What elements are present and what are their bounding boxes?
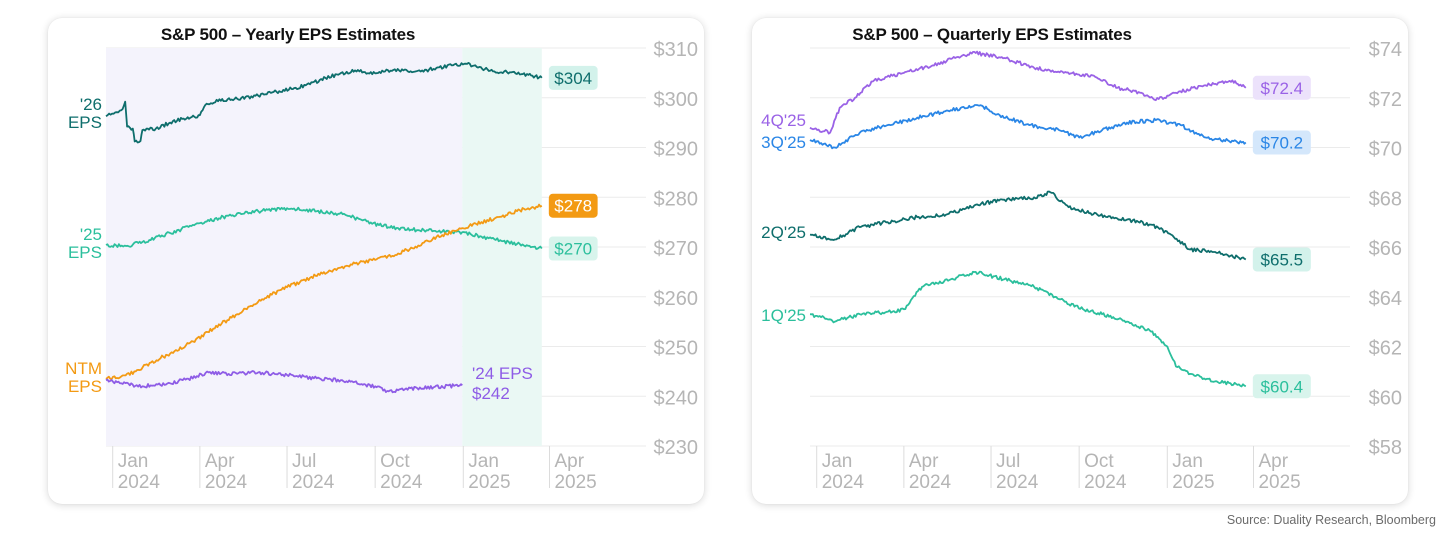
- y-tick-label: $64: [1369, 288, 1402, 310]
- x-tick-label-month: Jul: [292, 451, 316, 472]
- end-value-badge-4q-25: [1252, 75, 1311, 100]
- series-line-4q-25: [809, 50, 1247, 135]
- x-tick-label-year: 2025: [1172, 472, 1214, 493]
- x-tick-label-year: 2024: [822, 472, 865, 493]
- x-tick-label-year: 2024: [380, 472, 423, 493]
- x-tick-label-month: Oct: [380, 451, 410, 472]
- y-tick-label: $66: [1369, 238, 1402, 260]
- series-label-24-eps: '24 EPS: [472, 364, 533, 383]
- chart-title: S&P 500 – Quarterly EPS Estimates: [852, 25, 1132, 44]
- end-value-badge-25-eps: [548, 236, 598, 261]
- x-axis: Jan2024Apr2024Jul2024Oct2024Jan2025Apr20…: [112, 446, 597, 493]
- series-label-3q-25: 3Q'25: [761, 133, 806, 152]
- series-label-25-eps: EPS: [68, 243, 102, 262]
- x-tick-label-year: 2025: [468, 472, 510, 493]
- x-tick-label-month: Jul: [996, 451, 1020, 472]
- series-label-ntm-eps: NTM: [65, 359, 102, 378]
- series-label-25-eps: '25: [80, 225, 102, 244]
- x-axis: Jan2024Apr2024Jul2024Oct2024Jan2025Apr20…: [816, 446, 1301, 493]
- y-tick-label: $60: [1369, 387, 1402, 409]
- chart-title: S&P 500 – Yearly EPS Estimates: [160, 25, 416, 44]
- series-label-4q-25: 4Q'25: [761, 111, 806, 130]
- series-line-24-eps: [105, 370, 463, 394]
- end-value-badge-2q-25: [1252, 247, 1311, 272]
- series-line-3q-25: [809, 104, 1247, 150]
- x-tick-label-year: 2025: [1258, 472, 1300, 493]
- x-tick-label-year: 2024: [996, 472, 1039, 493]
- x-tick-label-month: Oct: [1084, 451, 1114, 472]
- end-value-label-ntm-eps: $278: [554, 197, 592, 216]
- series-label-2q-25: 2Q'25: [761, 223, 806, 242]
- end-value-badge-ntm-eps: [548, 193, 598, 218]
- y-tick-label: $310: [654, 39, 699, 61]
- y-tick-label: $70: [1369, 139, 1402, 161]
- end-value-badge-26-eps: [548, 65, 598, 90]
- x-tick-label-month: Jan: [118, 451, 149, 472]
- series-line-2q-25: [809, 190, 1247, 261]
- y-tick-label: $240: [654, 387, 699, 409]
- series-line-ntm-eps: [105, 203, 543, 381]
- end-value-label-3q-25: $70.2: [1261, 134, 1304, 153]
- y-tick-label: $270: [654, 238, 699, 260]
- x-tick-label-month: Apr: [909, 451, 939, 472]
- end-value-label-2q-25: $65.5: [1261, 250, 1304, 269]
- y-tick-label: $74: [1369, 39, 1402, 61]
- x-tick-label-year: 2024: [205, 472, 248, 493]
- end-value-label-1q-25: $60.4: [1261, 377, 1304, 396]
- yearly-eps-chart: $310$300$290$280$270$260$250$240$230Jan2…: [65, 39, 699, 493]
- end-value-label-25-eps: $270: [554, 239, 592, 258]
- y-tick-label: $300: [654, 89, 699, 111]
- shaded-region-26-eps: [462, 48, 542, 446]
- y-tick-label: $68: [1369, 188, 1402, 210]
- y-tick-label: $72: [1369, 89, 1402, 111]
- y-tick-label: $230: [654, 437, 699, 459]
- series-line-25-eps: [105, 206, 543, 250]
- series-label-26-eps: '26: [80, 95, 102, 114]
- x-tick-label-month: Jan: [1172, 451, 1203, 472]
- y-axis: $74 $72 $70 $68 $66 $64 $62 $60 $58: [810, 39, 1402, 459]
- end-value-badge-1q-25: [1252, 374, 1311, 399]
- end-value-label-26-eps: $304: [554, 69, 592, 88]
- y-tick-label: $280: [654, 188, 699, 210]
- y-tick-label: $58: [1369, 437, 1402, 459]
- x-tick-label-year: 2024: [118, 472, 161, 493]
- x-tick-label-year: 2024: [909, 472, 952, 493]
- series-label-ntm-eps: EPS: [68, 377, 102, 396]
- x-tick-label-year: 2025: [554, 472, 596, 493]
- series-line-1q-25: [809, 270, 1247, 388]
- end-value-label-24-eps: $242: [472, 384, 510, 403]
- yearly-eps-chart-card: S&P 500 – Yearly EPS Estimates $310 $300 $…: [48, 18, 704, 504]
- quarterly-eps-chart-card: S&P 500 – Quarterly EPS Estimates $74 $72…: [752, 18, 1408, 504]
- x-tick-label-month: Jan: [468, 451, 499, 472]
- quarterly-eps-chart: $74$72$70$68$66$64$62$60$58Jan2024Apr202…: [761, 39, 1402, 493]
- end-value-label-4q-25: $72.4: [1261, 79, 1304, 98]
- y-tick-label: $290: [654, 139, 699, 161]
- x-tick-label-month: Apr: [1258, 451, 1288, 472]
- y-tick-label: $250: [654, 338, 699, 360]
- x-tick-label-year: 2024: [1084, 472, 1127, 493]
- x-tick-label-year: 2024: [292, 472, 335, 493]
- series-lines: [809, 50, 1247, 388]
- end-value-badge-3q-25: [1252, 130, 1311, 155]
- source-note: Source: Duality Research, Bloomberg: [1226, 513, 1436, 527]
- series-label-26-eps: EPS: [68, 113, 102, 132]
- series-label-1q-25: 1Q'25: [761, 306, 806, 325]
- x-tick-label-month: Apr: [554, 451, 584, 472]
- series-line-26-eps: [105, 62, 543, 144]
- x-tick-label-month: Apr: [205, 451, 235, 472]
- y-tick-label: $260: [654, 288, 699, 310]
- shaded-region-25-eps: [106, 48, 463, 446]
- series-lines: [105, 62, 543, 394]
- x-tick-label-month: Jan: [822, 451, 853, 472]
- y-tick-label: $62: [1369, 338, 1402, 360]
